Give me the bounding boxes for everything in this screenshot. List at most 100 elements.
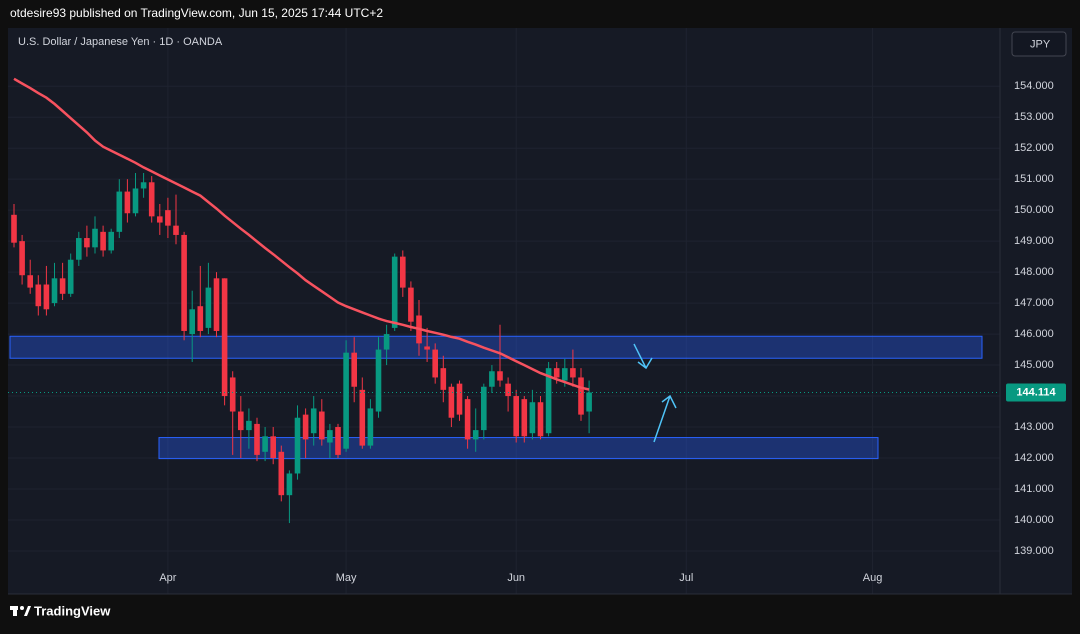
candle-body <box>432 349 438 378</box>
candle-body <box>343 352 349 449</box>
candle-body <box>108 231 114 251</box>
arrows <box>633 343 677 443</box>
y-tick-label: 152.000 <box>1014 142 1054 154</box>
candle-body <box>140 182 147 189</box>
candle-body <box>189 309 195 335</box>
candle-body <box>173 225 179 235</box>
candle-body <box>43 284 50 310</box>
currency-box[interactable] <box>1011 31 1067 57</box>
arrow-down <box>633 343 653 370</box>
candle-body <box>246 420 252 431</box>
candle-body <box>302 414 309 440</box>
candle-body <box>497 371 503 381</box>
candle-body <box>424 346 430 350</box>
y-tick-label: 139.000 <box>1014 545 1054 557</box>
candle-body <box>197 306 204 331</box>
candle-body <box>116 191 123 232</box>
candle-body <box>27 275 33 288</box>
brand: TradingView <box>34 603 111 618</box>
candle-body <box>335 427 341 455</box>
y-tick-label: 145.000 <box>1014 359 1054 371</box>
candle-body <box>51 278 58 304</box>
candle-body <box>278 451 285 496</box>
candle-body <box>286 473 293 496</box>
candle-body <box>19 241 25 276</box>
candle-body <box>229 377 236 412</box>
candle-body <box>124 191 131 214</box>
y-tick-label: 140.000 <box>1014 514 1054 526</box>
candle-body <box>408 287 414 322</box>
candle-body <box>294 417 301 474</box>
candle-body <box>570 368 576 378</box>
candle-body <box>59 278 66 294</box>
arrow-up <box>653 394 677 443</box>
x-tick-label: Jul <box>679 572 693 584</box>
x-tick-label: May <box>336 572 357 584</box>
logo-part <box>20 606 24 610</box>
y-tick-label: 148.000 <box>1014 266 1054 278</box>
y-tick-label: 150.000 <box>1014 204 1054 216</box>
candle-body <box>456 383 463 415</box>
candle-body <box>205 287 212 328</box>
candle-body <box>132 188 139 214</box>
candle-body <box>448 386 455 418</box>
last-price-label: 144.114 <box>1016 386 1056 398</box>
candle-body <box>513 396 519 437</box>
logo-part <box>24 606 31 616</box>
candle-body <box>35 284 42 307</box>
symbol-title: U.S. Dollar / Japanese Yen · 1D · OANDA <box>18 36 223 48</box>
x-tick-label: Apr <box>159 572 176 584</box>
candle-body <box>76 238 82 260</box>
candle-body <box>489 371 495 387</box>
candle-body <box>67 259 74 294</box>
candle-body <box>545 368 552 434</box>
candle-body <box>310 408 317 434</box>
candle-body <box>586 392 592 412</box>
candle-body <box>383 334 390 350</box>
x-tick-label: Aug <box>863 572 883 584</box>
y-tick-label: 154.000 <box>1014 80 1054 92</box>
candle-body <box>181 234 187 331</box>
candle-body <box>440 368 447 390</box>
candle-body <box>213 278 220 331</box>
y-tick-label: 141.000 <box>1014 483 1054 495</box>
candle-body <box>400 256 406 288</box>
x-tick-label: Jun <box>507 572 525 584</box>
y-tick-label: 147.000 <box>1014 297 1054 309</box>
candle-body <box>254 423 260 455</box>
candle-body <box>481 386 487 431</box>
candle-body <box>319 411 325 440</box>
candle-body <box>367 408 374 446</box>
candle-body <box>327 430 333 443</box>
candle-body <box>472 430 479 440</box>
candle-body <box>262 436 268 452</box>
candle-body <box>537 402 544 437</box>
logo-part <box>13 606 17 616</box>
candle-body <box>464 399 471 440</box>
candle-body <box>221 278 228 397</box>
candle-body <box>92 228 98 248</box>
candle-body <box>521 399 528 437</box>
candle-body <box>529 402 536 434</box>
candle-body <box>84 238 90 248</box>
zone <box>9 335 983 359</box>
candle-body <box>578 377 584 415</box>
candle-body <box>359 389 366 446</box>
candle-body <box>148 182 155 217</box>
candle-body <box>553 368 560 378</box>
currency[interactable]: JPY <box>1030 38 1051 50</box>
candle-body <box>165 210 171 226</box>
candle-body <box>375 349 382 412</box>
y-tick-label: 142.000 <box>1014 452 1054 464</box>
candle-body <box>351 352 357 387</box>
grid <box>8 28 1000 594</box>
y-tick-label: 149.000 <box>1014 235 1054 247</box>
last-price-box <box>1006 383 1066 402</box>
candle-body <box>100 231 106 251</box>
moving-average <box>13 77 590 391</box>
candle-body <box>505 383 511 397</box>
candle-body <box>270 436 276 458</box>
y-tick-label: 151.000 <box>1014 173 1054 185</box>
